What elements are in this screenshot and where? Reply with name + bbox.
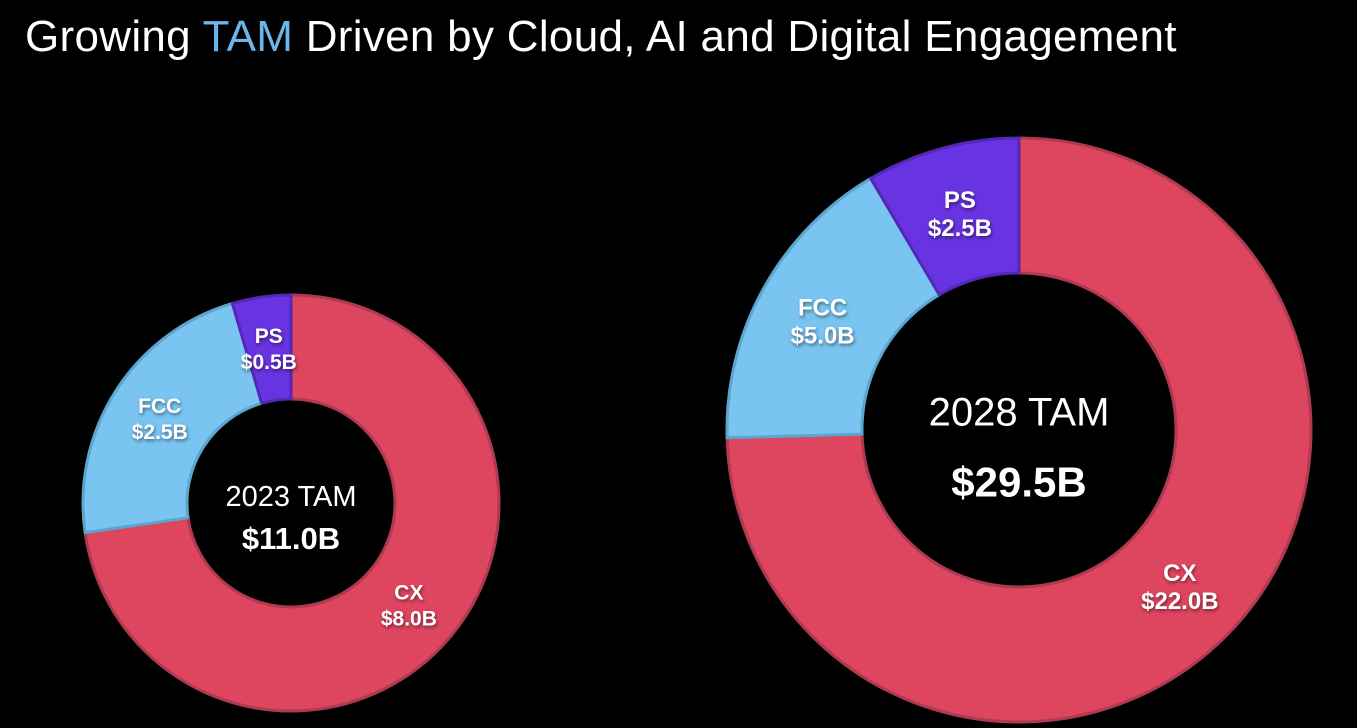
- slice-fcc-2023[interactable]: [81, 301, 264, 535]
- slice-fcc-2028[interactable]: [725, 176, 941, 440]
- slice-cx-2028[interactable]: [725, 136, 1313, 724]
- donut-chart-2023: CX $8.0B FCC $2.5B PS $0.5B 2023 TAM $11.0B: [79, 291, 503, 715]
- slice-ps-2023[interactable]: [230, 293, 293, 405]
- title-prefix: Growing: [25, 12, 203, 61]
- slice-ps-2028[interactable]: [869, 136, 1021, 297]
- title-highlight: TAM: [202, 12, 294, 61]
- slice-cx-2023[interactable]: [83, 293, 501, 713]
- donut-chart-2028: CX $22.0B FCC $5.0B PS $2.5B 2028 TAM $29.5B: [721, 132, 1317, 728]
- page-title: Growing TAM Driven by Cloud, AI and Digi…: [25, 12, 1177, 62]
- title-suffix: Driven by Cloud, AI and Digital Engageme…: [293, 12, 1177, 61]
